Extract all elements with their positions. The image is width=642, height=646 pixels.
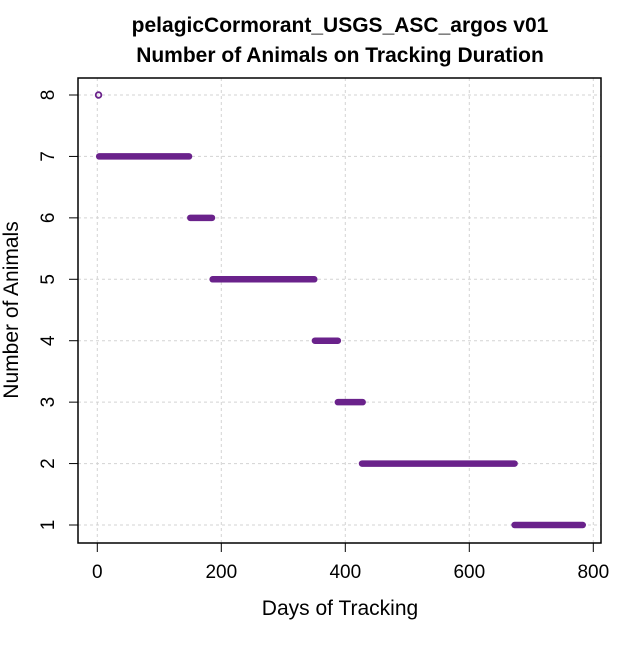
- data-marks: [94, 91, 587, 529]
- chart-subtitle: Number of Animals on Tracking Duration: [136, 44, 544, 67]
- y-axis-label: Number of Animals: [0, 221, 23, 398]
- data-point: [94, 91, 103, 99]
- y-tick-label: 3: [38, 397, 59, 408]
- y-axis: 1 2 3 4 5 6 7 8: [38, 90, 78, 531]
- x-tick-label: 200: [205, 562, 237, 583]
- x-tick-label: 0: [92, 562, 103, 583]
- x-tick-label: 800: [577, 562, 609, 583]
- x-axis: 0 200 400 600 800: [92, 543, 609, 583]
- y-tick-label: 2: [38, 458, 59, 469]
- y-tick-label: 4: [38, 335, 59, 346]
- chart-title: pelagicCormorant_USGS_ASC_argos v01: [132, 14, 549, 37]
- x-tick-label: 600: [453, 562, 485, 583]
- y-tick-label: 1: [38, 520, 59, 531]
- y-tick-label: 8: [38, 90, 59, 101]
- y-tick-label: 5: [38, 274, 59, 285]
- grid: [78, 78, 601, 543]
- y-tick-label: 6: [38, 213, 59, 224]
- plot-frame: [77, 77, 602, 544]
- y-tick-label: 7: [38, 151, 59, 162]
- x-axis-label: Days of Tracking: [262, 597, 418, 620]
- x-tick-label: 400: [329, 562, 361, 583]
